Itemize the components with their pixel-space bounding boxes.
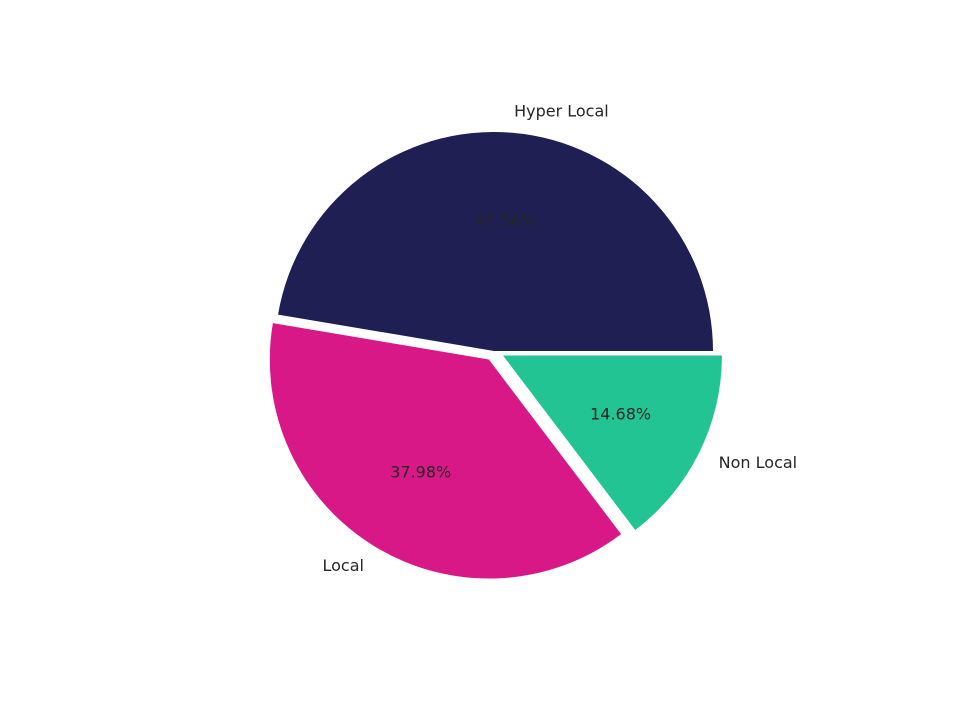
pie-slice-hyper-local xyxy=(278,131,713,351)
pie-slices xyxy=(269,131,722,579)
pie-labels: Hyper Local 47.34% Local 37.98% Non Local 14.… xyxy=(323,101,798,575)
pie-slice-local xyxy=(269,323,622,579)
pie-slice-non-local xyxy=(502,355,722,531)
slice-label-non-local: Non Local xyxy=(719,453,797,472)
slice-value-non-local: 14.68% xyxy=(590,404,651,423)
slice-value-local: 37.98% xyxy=(390,462,451,481)
slice-label-local: Local xyxy=(323,556,364,575)
slice-value-hyper-local: 47.34% xyxy=(474,211,535,230)
slice-label-hyper-local: Hyper Local xyxy=(514,101,609,120)
